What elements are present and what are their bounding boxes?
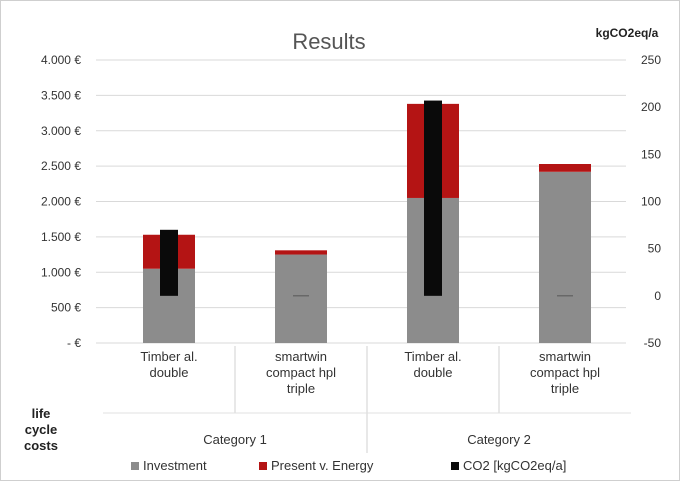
left-tick-label: - € xyxy=(67,336,81,350)
left-tick-label: 3.000 € xyxy=(41,124,81,138)
bar-present-value-energy xyxy=(275,250,327,255)
left-tick-label: 500 € xyxy=(51,301,81,315)
bar-investment xyxy=(539,171,591,343)
bar-present-value-energy xyxy=(539,164,591,172)
group-labels: Category 1 Category 2 xyxy=(203,432,531,447)
bars xyxy=(143,100,591,343)
left-tick-label: 1.000 € xyxy=(41,265,81,279)
legend-swatch xyxy=(451,462,459,470)
category-label-line: compact hpl xyxy=(530,365,600,380)
group-label: Category 1 xyxy=(203,432,267,447)
left-tick-label: 2.000 € xyxy=(41,195,81,209)
category-label-line: smartwin xyxy=(275,349,327,364)
right-tick-label: 0 xyxy=(654,289,661,303)
category-label-line: triple xyxy=(287,381,315,396)
category-label-line: triple xyxy=(551,381,579,396)
left-tick-label: 1.500 € xyxy=(41,230,81,244)
life-cycle-costs-word: costs xyxy=(24,438,58,453)
bar-co2 xyxy=(160,229,178,296)
left-tick-label: 2.500 € xyxy=(41,159,81,173)
right-tick-label: 100 xyxy=(641,195,661,209)
chart-title: Results xyxy=(292,29,365,54)
legend: Investment Present v. Energy CO2 [kgCO2eq/… xyxy=(131,458,566,473)
right-tick-label: 150 xyxy=(641,147,661,161)
right-tick-label: 50 xyxy=(648,242,662,256)
legend-label: CO2 [kgCO2eq/a] xyxy=(463,458,566,473)
group-label: Category 2 xyxy=(467,432,531,447)
category-label-line: double xyxy=(413,365,452,380)
category-label-line: Timber al. xyxy=(140,349,197,364)
life-cycle-costs-word: cycle xyxy=(25,422,58,437)
legend-swatch xyxy=(131,462,139,470)
right-axis-ticks: 250 200 150 100 50 0 -50 xyxy=(641,53,661,350)
right-tick-label: -50 xyxy=(644,336,662,350)
category-label-line: smartwin xyxy=(539,349,591,364)
category-label-line: compact hpl xyxy=(266,365,336,380)
left-axis-ticks: 4.000 € 3.500 € 3.000 € 2.500 € 2.000 € 1.500… xyxy=(41,53,81,350)
category-label-line: Timber al. xyxy=(404,349,461,364)
bar-co2 xyxy=(424,100,442,296)
bar-investment xyxy=(275,254,327,343)
legend-label: Investment xyxy=(143,458,207,473)
left-tick-label: 4.000 € xyxy=(41,53,81,67)
life-cycle-costs-word: life xyxy=(32,406,51,421)
left-tick-label: 3.500 € xyxy=(41,88,81,102)
right-axis-unit-label: kgCO2eq/a xyxy=(596,26,659,40)
legend-label: Present v. Energy xyxy=(271,458,374,473)
category-label-line: double xyxy=(149,365,188,380)
legend-swatch xyxy=(259,462,267,470)
right-tick-label: 250 xyxy=(641,53,661,67)
right-tick-label: 200 xyxy=(641,100,661,114)
